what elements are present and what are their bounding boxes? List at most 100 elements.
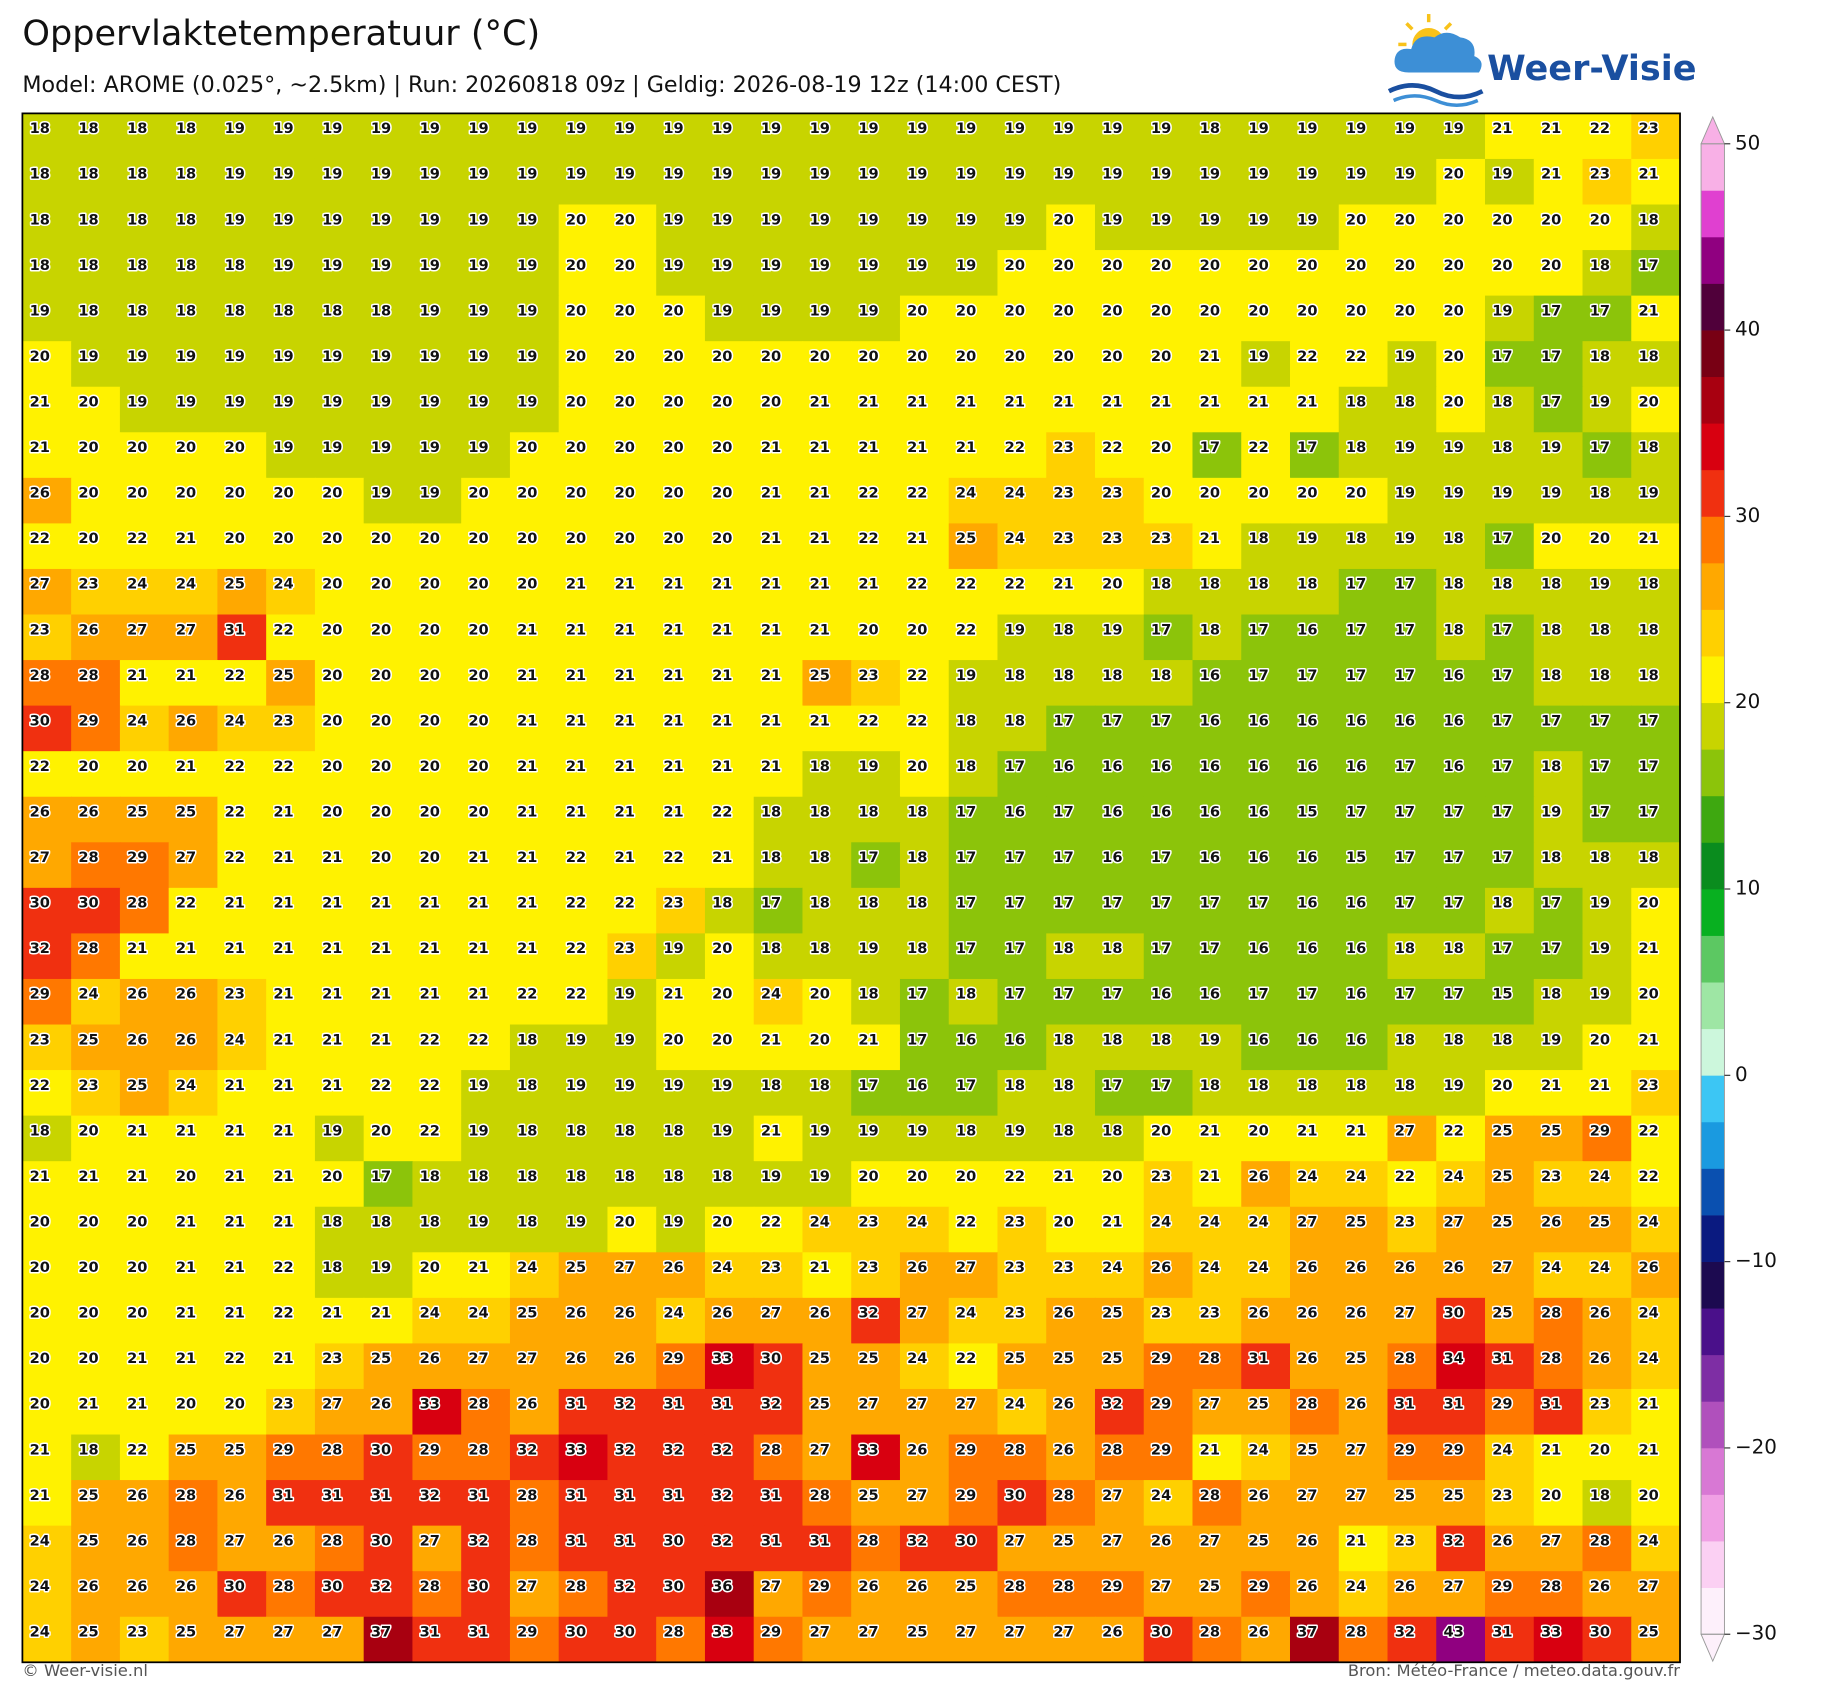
- temperature-label: 19: [810, 1168, 830, 1185]
- temperature-label: 25: [1541, 1122, 1561, 1139]
- temperature-label: 21: [225, 1214, 245, 1231]
- temperature-label: 31: [1395, 1396, 1415, 1413]
- temperature-label: 19: [712, 211, 732, 228]
- temperature-label: 20: [1346, 211, 1366, 228]
- temperature-label: 22: [1346, 348, 1366, 365]
- temperature-label: 18: [1492, 895, 1512, 912]
- temperature-label: 19: [663, 1077, 683, 1094]
- temperature-label: 24: [1248, 1214, 1268, 1231]
- temperature-label: 28: [566, 1578, 586, 1595]
- temperature-cell: [1338, 386, 1389, 433]
- temperature-label: 21: [273, 1168, 293, 1185]
- temperature-cell: [607, 432, 657, 479]
- temperature-cell: [1143, 432, 1194, 479]
- temperature-label: 25: [225, 1441, 245, 1458]
- temperature-label: 26: [78, 803, 98, 820]
- temperature-label: 20: [615, 302, 635, 319]
- temperature-label: 25: [810, 667, 830, 684]
- temperature-label: 20: [1638, 895, 1658, 912]
- temperature-label: 22: [956, 576, 976, 593]
- temperature-label: 20: [1638, 986, 1658, 1003]
- temperature-label: 19: [858, 1122, 878, 1139]
- temperature-label: 32: [907, 1532, 927, 1549]
- temperature-label: 22: [907, 667, 927, 684]
- temperature-cell: [753, 250, 804, 297]
- temperature-cell: [1241, 386, 1291, 433]
- temperature-label: 23: [78, 576, 98, 593]
- temperature-label: 20: [420, 1259, 440, 1276]
- temperature-label: 18: [1443, 1031, 1463, 1048]
- temperature-label: 19: [1151, 211, 1171, 228]
- temperature-cell: [314, 568, 365, 616]
- temperature-label: 20: [1395, 211, 1415, 228]
- temperature-label: 18: [712, 1168, 732, 1185]
- temperature-cell: [1582, 386, 1632, 433]
- temperature-cell: [1192, 477, 1242, 524]
- temperature-label: 22: [1005, 439, 1025, 456]
- temperature-label: 28: [663, 1624, 683, 1641]
- temperature-label: 17: [956, 940, 976, 957]
- temperature-label: 21: [1541, 1077, 1561, 1094]
- temperature-cell: [1046, 204, 1096, 251]
- temperature-label: 23: [1102, 485, 1122, 502]
- temperature-label: 17: [1492, 530, 1512, 547]
- temperature-label: 20: [566, 348, 586, 365]
- temperature-label: 16: [1346, 895, 1366, 912]
- temperature-cell: [1387, 113, 1437, 160]
- temperature-label: 19: [761, 302, 781, 319]
- temperature-cell: [168, 614, 219, 661]
- temperature-label: 26: [30, 803, 50, 820]
- temperature-label: 19: [1638, 485, 1658, 502]
- temperature-label: 18: [712, 895, 732, 912]
- temperature-label: 17: [1395, 849, 1415, 866]
- temperature-label: 20: [956, 1168, 976, 1185]
- temperature-label: 18: [322, 1214, 342, 1231]
- temperature-label: 21: [956, 393, 976, 410]
- temperature-cell: [1582, 523, 1632, 570]
- temperature-label: 21: [176, 667, 196, 684]
- temperature-label: 22: [30, 758, 50, 775]
- temperature-label: 26: [1395, 1259, 1415, 1276]
- colorbar-step: [1701, 376, 1725, 424]
- temperature-label: 16: [1151, 758, 1171, 775]
- temperature-label: 21: [371, 1031, 391, 1048]
- temperature-label: 20: [1053, 211, 1073, 228]
- temperature-label: 19: [1590, 393, 1610, 410]
- temperature-label: 17: [1395, 667, 1415, 684]
- temperature-label: 33: [712, 1624, 732, 1641]
- temperature-cell: [266, 523, 316, 570]
- temperature-label: 30: [30, 895, 50, 912]
- temperature-label: 26: [1541, 1214, 1561, 1231]
- temperature-label: 26: [1248, 1305, 1268, 1322]
- temperature-label: 25: [907, 1624, 927, 1641]
- temperature-label: 29: [1492, 1578, 1512, 1595]
- temperature-label: 21: [273, 1122, 293, 1139]
- temperature-label: 20: [907, 348, 927, 365]
- temperature-label: 20: [615, 257, 635, 274]
- temperature-label: 17: [1200, 895, 1220, 912]
- temperature-cell: [266, 341, 316, 388]
- temperature-label: 21: [127, 667, 147, 684]
- temperature-label: 20: [615, 393, 635, 410]
- temperature-label: 28: [1395, 1350, 1415, 1367]
- temperature-label: 27: [176, 621, 196, 638]
- temperature-label: 24: [1151, 1487, 1171, 1504]
- temperature-label: 17: [1200, 940, 1220, 957]
- temperature-cell: [802, 432, 852, 479]
- temperature-label: 18: [1102, 1031, 1122, 1048]
- temperature-label: 18: [127, 257, 147, 274]
- temperature-cell: [704, 250, 755, 297]
- temperature-label: 28: [420, 1578, 440, 1595]
- temperature-cell: [1241, 295, 1291, 342]
- temperature-label: 26: [1151, 1259, 1171, 1276]
- temperature-label: 29: [1395, 1441, 1415, 1458]
- temperature-label: 28: [176, 1532, 196, 1549]
- colorbar-tick-label: −20: [1735, 1435, 1777, 1458]
- colorbar-step: [1701, 609, 1725, 657]
- temperature-label: 16: [1200, 849, 1220, 866]
- temperature-label: 19: [1395, 439, 1415, 456]
- temperature-label: 20: [1248, 485, 1268, 502]
- temperature-label: 21: [1005, 393, 1025, 410]
- temperature-label: 21: [420, 986, 440, 1003]
- temperature-label: 28: [1541, 1305, 1561, 1322]
